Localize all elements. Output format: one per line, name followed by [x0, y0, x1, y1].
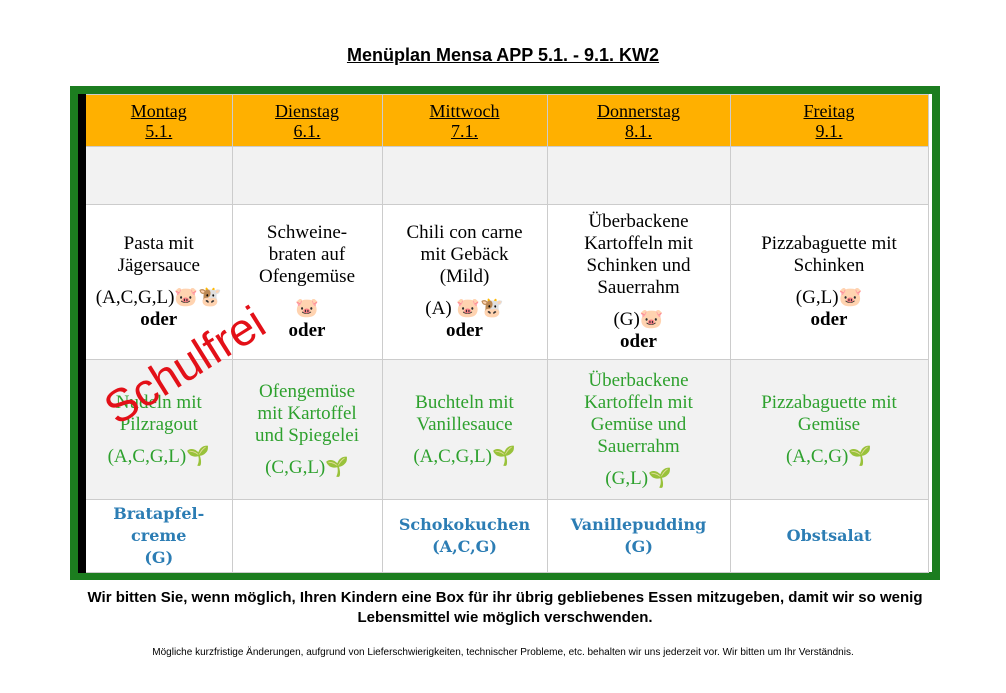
dessert-cell: Vanillepudding (G) [546, 499, 731, 573]
or-label: oder [446, 320, 483, 341]
veg-cell: Nudeln mit Pilzragout (A,C,G,L)🌱 [81, 359, 233, 500]
menu-table: Montag 5.1. Dienstag 6.1. Mittwoch 7.1. Donner… [78, 94, 929, 573]
allergens: (A,C,G,L)🌱 [107, 445, 210, 467]
meat-cell: Schweine- braten auf Ofengemüse 🐷 oder [231, 204, 383, 360]
or-label: oder [810, 309, 848, 330]
dish: Obstsalat [786, 526, 872, 545]
dish: Vanillepudding [570, 515, 707, 534]
allergens: (A) 🐷🐮 [425, 298, 504, 319]
dish: Chili con carne mit Gebäck (Mild) [406, 222, 523, 287]
day-name: Mittwoch [429, 100, 500, 121]
dish: Überbackene Kartoffeln mit Gemüse und Sa… [584, 369, 693, 457]
day-date: 5.1. [145, 120, 173, 141]
day-header: Dienstag 6.1. [231, 94, 383, 147]
veg-cell: Buchteln mit Vanillesauce (A,C,G,L)🌱 [381, 359, 548, 500]
table-row: Pasta mit Jägersauce (A,C,G,L)🐷🐮 oder Schw… [81, 204, 929, 360]
footnote: Mögliche kurzfristige Änderungen, aufgru… [152, 647, 854, 658]
empty-cell [381, 146, 548, 205]
dessert-cell [231, 499, 383, 573]
dish: Pizzabaguette mit Schinken [761, 233, 897, 276]
day-date: 9.1. [815, 120, 843, 141]
meat-cell: Pizzabaguette mit Schinken (G,L)🐷 oder [729, 204, 929, 360]
dessert-cell: Obstsalat [729, 499, 929, 573]
dish: Schokokuchen [398, 515, 531, 534]
dish: Pizzabaguette mit Gemüse [761, 391, 897, 435]
meat-cell: Überbackene Kartoffeln mit Schinken und … [546, 204, 731, 360]
day-header: Montag 5.1. [81, 94, 233, 147]
allergens: (C,G,L)🌱 [265, 456, 349, 478]
allergens: 🐷 [295, 298, 319, 319]
allergens: (A,C,G)🌱 [786, 445, 872, 467]
allergens: (G,L)🐷 [795, 287, 863, 308]
dish: Bratapfel- creme [113, 504, 205, 545]
allergens: (G) [624, 537, 653, 556]
veg-cell: Überbackene Kartoffeln mit Gemüse und Sa… [546, 359, 731, 500]
dish: Ofengemüse mit Kartoffel und Spiegelei [255, 380, 359, 446]
allergens: (A,C,G,L)🌱 [413, 445, 516, 467]
empty-cell [729, 146, 929, 205]
day-date: 6.1. [293, 120, 321, 141]
veg-cell: Ofengemüse mit Kartoffel und Spiegelei (… [231, 359, 383, 500]
table-row: Nudeln mit Pilzragout (A,C,G,L)🌱 Ofengemü… [81, 359, 929, 500]
day-date: 7.1. [451, 120, 478, 141]
empty-cell [231, 146, 383, 205]
allergens: (A,C,G,L)🐷🐮 [95, 287, 222, 308]
dessert-cell: Bratapfel- creme (G) [81, 499, 233, 573]
empty-cell [81, 146, 233, 205]
allergens: (G)🐷 [613, 309, 664, 330]
dish: Buchteln mit Vanillesauce [415, 391, 514, 435]
meat-cell: Chili con carne mit Gebäck (Mild) (A) 🐷🐮… [381, 204, 548, 360]
or-label: oder [288, 320, 326, 341]
day-header: Mittwoch 7.1. [381, 94, 548, 147]
menu-frame: Montag 5.1. Dienstag 6.1. Mittwoch 7.1. Donner… [70, 86, 940, 580]
empty-cell [546, 146, 731, 205]
dish: Überbackene Kartoffeln mit Schinken und … [584, 211, 693, 298]
meat-cell: Pasta mit Jägersauce (A,C,G,L)🐷🐮 oder [81, 204, 233, 360]
veg-cell: Pizzabaguette mit Gemüse (A,C,G)🌱 [729, 359, 929, 500]
dessert-cell: Schokokuchen (A,C,G) [381, 499, 548, 573]
allergens: (A,C,G) [432, 537, 497, 556]
day-name: Montag [130, 100, 187, 121]
dish: Schweine- braten auf Ofengemüse [258, 222, 356, 287]
or-label: oder [620, 331, 657, 352]
day-header: Freitag 9.1. [729, 94, 929, 147]
day-name: Freitag [803, 100, 855, 121]
or-label: oder [140, 309, 178, 330]
dish: Pasta mit Jägersauce [117, 233, 200, 276]
title: Menüplan Mensa APP 5.1. - 9.1. KW2 [346, 45, 660, 65]
allergens: (G) [144, 548, 174, 567]
notice: Wir bitten Sie, wenn möglich, Ihren Kind… [87, 589, 923, 626]
day-header: Donnerstag 8.1. [546, 94, 731, 147]
table-row: Bratapfel- creme (G) Schokokuchen (A,C,G)… [81, 499, 929, 573]
dish: Nudeln mit Pilzragout [115, 391, 202, 435]
day-date: 8.1. [625, 120, 652, 141]
table-row: Montag 5.1. Dienstag 6.1. Mittwoch 7.1. Donner… [81, 94, 929, 147]
table-row [81, 146, 929, 205]
day-name: Dienstag [275, 100, 339, 121]
day-name: Donnerstag [597, 100, 680, 121]
allergens: (G,L)🌱 [605, 467, 672, 489]
